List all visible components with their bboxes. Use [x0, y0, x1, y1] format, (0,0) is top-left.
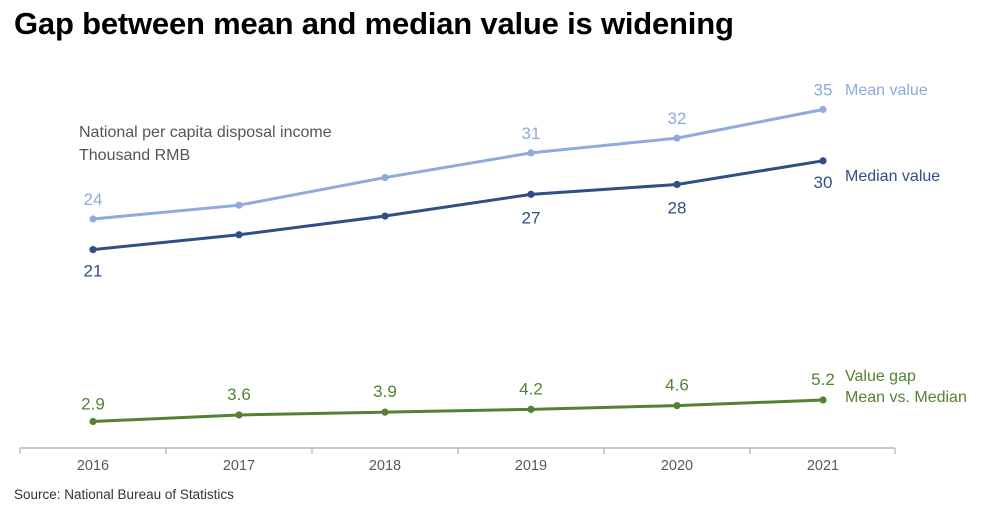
series-label-mean: Mean value — [845, 82, 928, 99]
data-label-gap: 5.2 — [811, 370, 835, 389]
chart-title: Gap between mean and median value is wid… — [14, 6, 734, 41]
data-point-gap — [235, 411, 243, 419]
data-point-mean — [235, 201, 243, 209]
subtitle-line-2: Thousand RMB — [79, 147, 191, 164]
data-point-gap — [673, 402, 681, 410]
data-point-median — [89, 245, 97, 254]
data-point-median — [527, 190, 535, 198]
data-point-gap — [527, 405, 535, 413]
data-label-median: 21 — [84, 262, 103, 281]
x-tick-label: 2020 — [661, 458, 693, 474]
x-tick-label: 2021 — [807, 458, 839, 474]
data-label-gap: 2.9 — [81, 395, 105, 414]
series-label-gap: Mean vs. Median — [845, 389, 967, 406]
data-point-gap — [381, 408, 389, 416]
data-point-median — [381, 212, 389, 220]
subtitle-line-1: National per capita disposal income — [79, 124, 332, 141]
data-label-gap: 3.9 — [373, 382, 397, 401]
data-point-mean — [527, 149, 535, 157]
series-line-median — [91, 159, 825, 252]
data-label-gap: 4.2 — [519, 379, 543, 398]
data-label-gap: 4.6 — [665, 376, 689, 395]
data-label-mean: 35 — [814, 81, 833, 100]
chart-subtitle: National per capita disposal income Thou… — [79, 121, 332, 167]
series-line-gap — [91, 398, 825, 423]
x-tick-label: 2017 — [223, 458, 255, 474]
data-point-gap — [89, 417, 97, 426]
data-point-median — [673, 180, 681, 189]
data-label-median: 28 — [668, 198, 687, 217]
data-label-median: 30 — [814, 173, 833, 192]
data-label-mean: 24 — [84, 190, 103, 209]
series-label-median: Median value — [845, 168, 940, 185]
x-tick-label: 2019 — [515, 458, 547, 474]
data-point-mean — [381, 173, 389, 182]
data-point-median — [235, 231, 243, 239]
data-label-gap: 3.6 — [227, 385, 251, 404]
data-point-mean — [673, 134, 681, 142]
x-tick-label: 2018 — [369, 458, 401, 474]
source-note: Source: National Bureau of Statistics — [14, 487, 234, 502]
data-point-gap — [819, 396, 827, 404]
data-point-mean — [89, 215, 97, 223]
data-label-mean: 32 — [668, 109, 687, 128]
data-point-median — [819, 157, 827, 165]
data-label-median: 27 — [522, 208, 541, 227]
series-label-gap: Value gap — [845, 368, 916, 385]
data-label-mean: 31 — [522, 124, 541, 143]
series-line-mean — [91, 108, 825, 221]
x-tick-label: 2016 — [77, 458, 109, 474]
data-point-mean — [819, 105, 827, 114]
